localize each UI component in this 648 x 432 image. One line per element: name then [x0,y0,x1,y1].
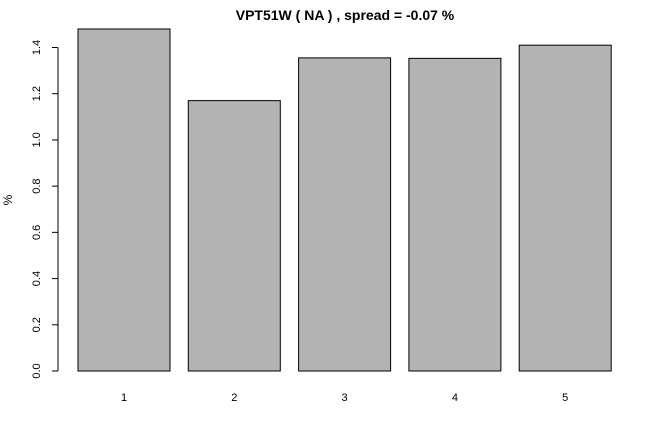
x-axis: 1 2 3 4 5 [121,392,568,404]
y-tick-label: 1.2 [31,86,43,101]
chart-title: VPT51W ( NA ) , spread = -0.07 % [236,7,455,23]
bar-3 [298,57,392,372]
y-tick-label: 1.0 [31,132,43,147]
y-tick-label: 0.2 [31,317,43,332]
y-axis-label: % [1,194,15,205]
bar-1 [77,28,171,372]
x-tick-label: 3 [342,392,348,404]
bar-5 [518,44,612,372]
y-tick-label: 0.4 [31,271,43,286]
x-tick-label: 4 [452,392,458,404]
bar-4 [408,57,502,372]
y-tick-label: 0.0 [31,363,43,378]
y-axis: 0.0 0.2 0.4 0.6 0.8 1.0 1.2 1.4 [31,40,59,379]
bars-group [77,28,612,372]
x-tick-label: 1 [121,392,127,404]
x-tick-label: 2 [231,392,237,404]
bar-2 [187,100,281,372]
y-tick-label: 0.8 [31,178,43,193]
y-tick-label: 1.4 [31,40,43,55]
y-tick-label: 0.6 [31,225,43,240]
x-tick-label: 5 [562,392,568,404]
